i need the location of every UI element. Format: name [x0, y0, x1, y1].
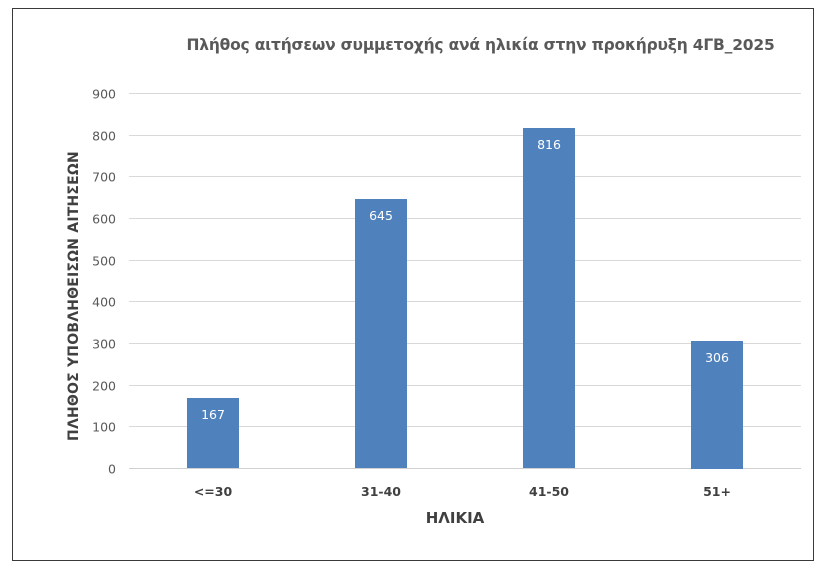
y-tick-label: 300	[92, 336, 116, 352]
bar-value-label: 816	[537, 137, 561, 152]
x-tick-label: 51+	[703, 484, 731, 499]
chart-title: Πλήθος αιτήσεων συμμετοχής ανά ηλικία στ…	[186, 36, 775, 54]
gridline	[129, 343, 801, 344]
bar-value-label: 167	[201, 407, 225, 422]
gridline	[129, 218, 801, 219]
x-axis-label: ΗΛΙΚΙΑ	[425, 509, 485, 527]
y-tick-label: 400	[92, 294, 116, 310]
chart-frame	[12, 8, 814, 561]
y-tick-label: 800	[92, 128, 116, 144]
gridline	[129, 301, 801, 302]
y-tick-label: 0	[108, 461, 116, 477]
x-tick-label: <=30	[193, 484, 233, 499]
y-tick-label: 100	[92, 419, 116, 435]
x-tick-label: 31-40	[361, 484, 401, 499]
bar-3: 816	[523, 128, 575, 468]
bar-value-label: 645	[369, 208, 393, 223]
bar-2: 645	[355, 199, 407, 468]
y-tick-label: 200	[92, 378, 116, 394]
bar-4: 306	[691, 341, 743, 469]
y-tick-label: 700	[92, 169, 116, 185]
gridline	[129, 93, 801, 94]
gridline	[129, 385, 801, 386]
y-tick-label: 900	[92, 86, 116, 102]
gridline	[129, 468, 801, 469]
bar-1: 167	[187, 398, 239, 468]
gridline	[129, 426, 801, 427]
gridline	[129, 176, 801, 177]
y-tick-label: 500	[92, 253, 116, 269]
gridline	[129, 260, 801, 261]
y-tick-label: 600	[92, 211, 116, 227]
x-tick-label: 41-50	[529, 484, 569, 499]
gridline	[129, 135, 801, 136]
bar-value-label: 306	[705, 350, 729, 365]
